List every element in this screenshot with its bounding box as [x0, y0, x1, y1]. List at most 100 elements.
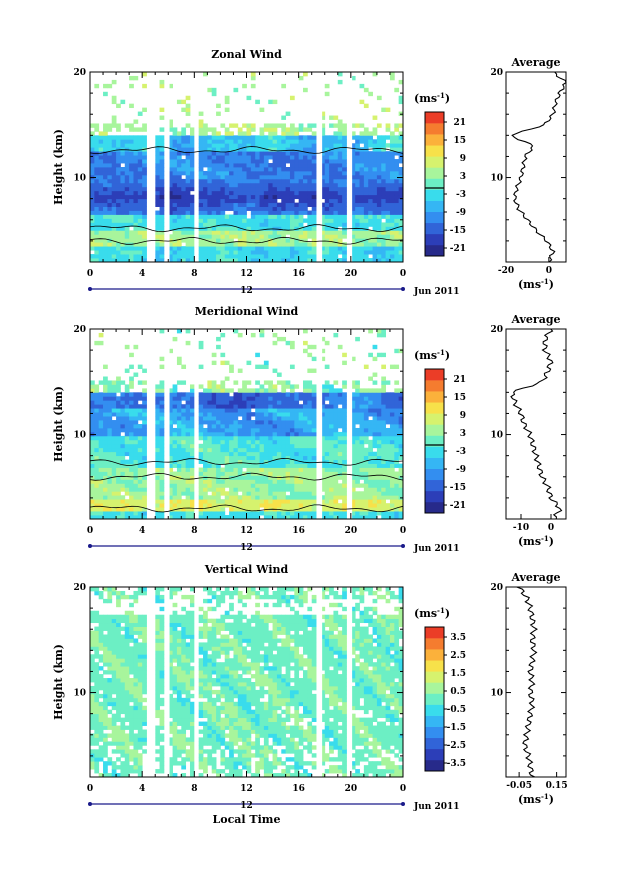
heatmap-cell [229, 463, 234, 468]
heatmap-cell [307, 178, 313, 184]
heatmap-cell [98, 717, 104, 722]
heatmap-cell [172, 431, 178, 437]
heatmap-cell [385, 447, 391, 453]
heatmap-cell [224, 254, 230, 259]
heatmap-cell [329, 511, 334, 516]
heatmap-cell [398, 479, 404, 484]
heatmap-cell [337, 198, 343, 204]
heatmap-cell [103, 190, 108, 196]
heatmap-cell [189, 455, 195, 461]
heatmap-cell [368, 447, 373, 453]
heatmap-cell [355, 455, 360, 461]
heatmap-cell [224, 396, 230, 401]
heatmap-cell [207, 254, 213, 259]
heatmap-cell [242, 483, 247, 488]
heatmap-cell [181, 214, 187, 219]
heatmap-cell [181, 447, 187, 453]
heatmap-cell [324, 515, 330, 520]
heatmap-cell [237, 135, 243, 140]
heatmap-cell [207, 483, 213, 488]
heatmap-cell [272, 483, 278, 488]
heatmap-cell [116, 463, 121, 468]
heatmap-cell [337, 119, 343, 124]
heatmap-cell [159, 380, 165, 385]
heatmap-cell [320, 178, 326, 184]
heatmap-cell [350, 131, 356, 136]
heatmap-cell [94, 123, 100, 128]
heatmap-cell [237, 258, 243, 263]
heatmap-cell [342, 455, 347, 461]
heatmap-cell [311, 439, 317, 445]
heatmap-cell [281, 194, 287, 200]
heatmap-cell [90, 424, 95, 429]
heatmap-cell [224, 400, 230, 405]
heatmap-cell [281, 455, 287, 461]
heatmap-cell [385, 194, 391, 200]
heatmap-cell [329, 115, 334, 120]
heatmap-cell [333, 388, 339, 393]
heatmap-cell [120, 447, 126, 453]
heatmap-cell [129, 475, 134, 480]
heatmap-cell [142, 499, 147, 504]
heatmap-cell [189, 396, 195, 401]
heatmap-cell [281, 467, 287, 472]
heatmap-cell [363, 408, 369, 413]
panel-title: Zonal Wind [211, 48, 282, 61]
heatmap-cell [90, 167, 95, 172]
heatmap-cell [276, 250, 282, 255]
heatmap-cell [216, 254, 221, 259]
heatmap-cell [389, 190, 395, 196]
heatmap-cell [207, 412, 213, 417]
heatmap-cell [224, 455, 230, 461]
heatmap-cell [216, 155, 221, 160]
date-marker: 12 [240, 286, 253, 296]
heatmap-cell [142, 202, 147, 207]
heatmap-cell [189, 507, 195, 512]
heatmap-cell [294, 214, 300, 219]
heatmap-cell [324, 511, 330, 516]
heatmap-cell [94, 495, 100, 500]
y-axis-label: Height (km) [52, 386, 65, 462]
heatmap-cell [250, 206, 256, 211]
heatmap-cell [272, 155, 278, 160]
heatmap-cell [350, 443, 356, 449]
heatmap-cell [337, 72, 343, 77]
heatmap-cell [133, 396, 139, 401]
heatmap-cell [242, 416, 247, 421]
heatmap-cell [376, 329, 382, 334]
heatmap-cell [189, 420, 195, 425]
heatmap-cell [276, 427, 282, 433]
heatmap-cell [276, 336, 282, 342]
heatmap-cell [94, 246, 100, 251]
heatmap-cell [381, 250, 387, 255]
heatmap-cell [303, 507, 308, 512]
heatmap-cell [107, 491, 113, 496]
heatmap-cell [185, 463, 191, 468]
heatmap-cell [303, 491, 308, 496]
heatmap-cell [311, 202, 317, 207]
colorbar-swatch [425, 501, 444, 514]
heatmap-cell [268, 214, 273, 219]
heatmap-cell [94, 455, 100, 461]
heatmap-cell [116, 408, 121, 413]
heatmap-cell [355, 170, 360, 176]
heatmap-cell [394, 416, 400, 421]
heatmap-cell [168, 348, 173, 354]
heatmap-cell [98, 678, 104, 683]
heatmap-cell [255, 155, 260, 160]
heatmap-cell [398, 435, 404, 441]
heatmap-cell [363, 258, 369, 263]
heatmap-cell [220, 408, 226, 413]
heatmap-cell [107, 202, 113, 207]
heatmap-cell [94, 443, 100, 449]
heatmap-cell [368, 451, 373, 457]
heatmap-cell [181, 234, 187, 239]
heatmap-cell [103, 182, 108, 188]
heatmap-cell [90, 701, 95, 707]
colorbar-tick-label: -9 [456, 465, 466, 475]
heatmap-cell [285, 238, 291, 243]
heatmap-cell [272, 174, 278, 180]
heatmap-cell [216, 471, 221, 476]
heatmap-cell [368, 329, 373, 334]
heatmap-cell [385, 226, 391, 231]
